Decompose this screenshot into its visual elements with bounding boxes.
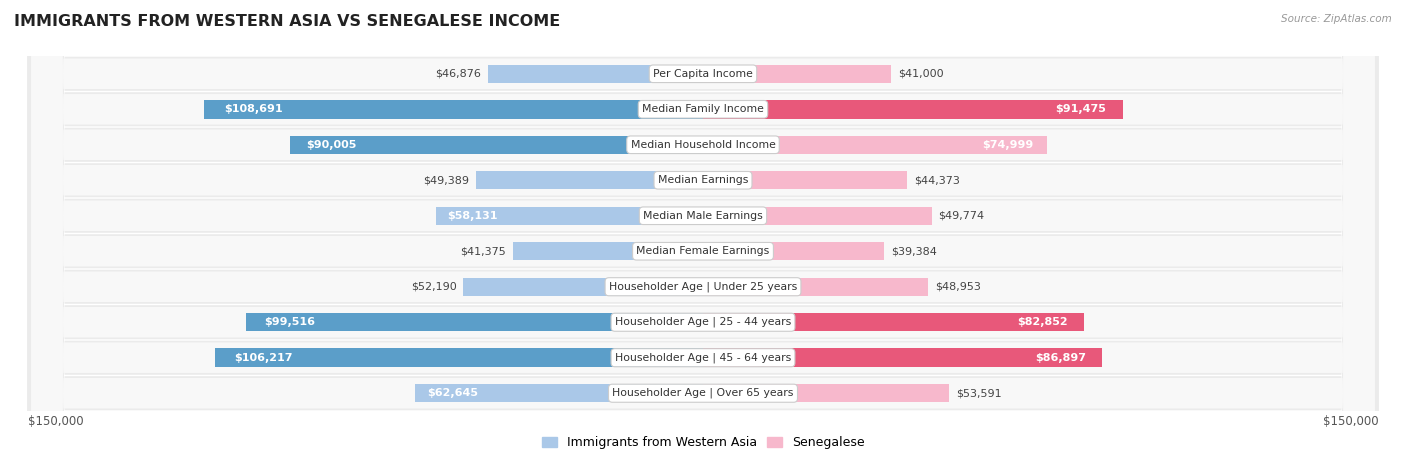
Text: $108,691: $108,691	[224, 104, 283, 114]
Text: $91,475: $91,475	[1056, 104, 1107, 114]
Text: Householder Age | Under 25 years: Householder Age | Under 25 years	[609, 282, 797, 292]
Text: $62,645: $62,645	[427, 388, 478, 398]
FancyBboxPatch shape	[28, 0, 1378, 467]
Bar	[415, 384, 703, 403]
Bar	[703, 64, 891, 83]
Text: $150,000: $150,000	[1323, 415, 1378, 428]
Bar	[703, 206, 932, 225]
Text: Per Capita Income: Per Capita Income	[652, 69, 754, 79]
FancyBboxPatch shape	[28, 0, 1378, 467]
FancyBboxPatch shape	[28, 0, 1378, 467]
FancyBboxPatch shape	[28, 0, 1378, 467]
FancyBboxPatch shape	[31, 0, 1375, 467]
FancyBboxPatch shape	[31, 0, 1375, 467]
Text: $49,389: $49,389	[423, 175, 470, 185]
Bar	[246, 313, 703, 332]
Legend: Immigrants from Western Asia, Senegalese: Immigrants from Western Asia, Senegalese	[537, 432, 869, 454]
Bar	[215, 348, 703, 367]
FancyBboxPatch shape	[28, 0, 1378, 467]
FancyBboxPatch shape	[31, 0, 1375, 467]
Bar	[703, 313, 1084, 332]
Bar	[477, 171, 703, 190]
Text: $58,131: $58,131	[447, 211, 498, 221]
FancyBboxPatch shape	[28, 0, 1378, 467]
FancyBboxPatch shape	[31, 0, 1375, 467]
Text: Householder Age | 45 - 64 years: Householder Age | 45 - 64 years	[614, 353, 792, 363]
Bar	[703, 348, 1102, 367]
Text: IMMIGRANTS FROM WESTERN ASIA VS SENEGALESE INCOME: IMMIGRANTS FROM WESTERN ASIA VS SENEGALE…	[14, 14, 561, 29]
FancyBboxPatch shape	[28, 0, 1378, 467]
Text: $86,897: $86,897	[1035, 353, 1087, 363]
Text: $41,375: $41,375	[460, 246, 506, 256]
Text: $49,774: $49,774	[938, 211, 984, 221]
Bar	[204, 100, 703, 119]
Text: $41,000: $41,000	[898, 69, 943, 79]
Text: $82,852: $82,852	[1018, 317, 1069, 327]
Bar	[464, 277, 703, 296]
Bar	[513, 242, 703, 261]
Bar	[703, 384, 949, 403]
FancyBboxPatch shape	[28, 0, 1378, 467]
FancyBboxPatch shape	[28, 0, 1378, 467]
Bar	[703, 100, 1123, 119]
FancyBboxPatch shape	[31, 0, 1375, 467]
FancyBboxPatch shape	[28, 0, 1378, 467]
Bar	[436, 206, 703, 225]
FancyBboxPatch shape	[31, 0, 1375, 467]
Text: $44,373: $44,373	[914, 175, 959, 185]
FancyBboxPatch shape	[31, 0, 1375, 467]
Bar	[488, 64, 703, 83]
Text: $106,217: $106,217	[235, 353, 294, 363]
Text: Median Family Income: Median Family Income	[643, 104, 763, 114]
Text: $150,000: $150,000	[28, 415, 83, 428]
Text: Median Earnings: Median Earnings	[658, 175, 748, 185]
Text: Householder Age | Over 65 years: Householder Age | Over 65 years	[612, 388, 794, 398]
Text: $99,516: $99,516	[264, 317, 315, 327]
Text: Median Household Income: Median Household Income	[630, 140, 776, 150]
Text: $46,876: $46,876	[434, 69, 481, 79]
Text: $74,999: $74,999	[983, 140, 1033, 150]
Text: Median Female Earnings: Median Female Earnings	[637, 246, 769, 256]
FancyBboxPatch shape	[31, 0, 1375, 467]
Bar	[290, 135, 703, 154]
Bar	[703, 135, 1047, 154]
Text: Source: ZipAtlas.com: Source: ZipAtlas.com	[1281, 14, 1392, 24]
FancyBboxPatch shape	[31, 0, 1375, 467]
Text: Median Male Earnings: Median Male Earnings	[643, 211, 763, 221]
Text: Householder Age | 25 - 44 years: Householder Age | 25 - 44 years	[614, 317, 792, 327]
Bar	[703, 171, 907, 190]
Text: $53,591: $53,591	[956, 388, 1001, 398]
Bar	[703, 242, 884, 261]
FancyBboxPatch shape	[31, 0, 1375, 467]
Text: $52,190: $52,190	[411, 282, 457, 292]
Bar	[703, 277, 928, 296]
Text: $39,384: $39,384	[891, 246, 936, 256]
Text: $90,005: $90,005	[307, 140, 357, 150]
Text: $48,953: $48,953	[935, 282, 980, 292]
